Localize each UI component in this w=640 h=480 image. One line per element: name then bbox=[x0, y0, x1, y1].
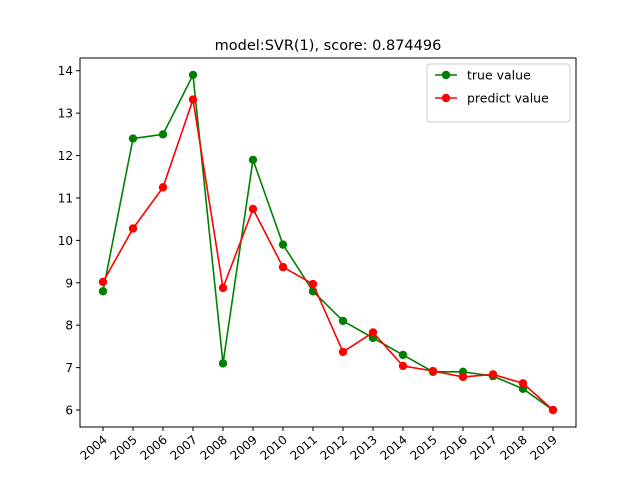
series-0-point bbox=[248, 155, 258, 164]
y-tick-label: 6 bbox=[65, 404, 73, 418]
series-1-point bbox=[218, 283, 228, 293]
series-0-point bbox=[278, 240, 288, 249]
y-tick-label: 10 bbox=[58, 234, 73, 248]
y-tick-label: 12 bbox=[58, 149, 73, 163]
series-1-point bbox=[308, 279, 318, 289]
series-1-point bbox=[248, 204, 258, 214]
series-1-point bbox=[128, 224, 138, 233]
legend-entry-label: predict value bbox=[467, 91, 549, 106]
series-layer bbox=[98, 70, 558, 415]
legend-swatch-marker bbox=[441, 93, 451, 103]
y-tick-label: 11 bbox=[58, 191, 73, 205]
y-axis: 6 7 8 9 10 11 12 13 14 bbox=[58, 64, 80, 418]
series-1-point bbox=[488, 370, 498, 379]
series-0-point bbox=[398, 350, 408, 360]
series-0-point bbox=[338, 316, 348, 326]
series-line-1 bbox=[102, 98, 554, 411]
series-0-point bbox=[158, 130, 168, 139]
series-1-point bbox=[98, 277, 108, 287]
chart-title: model:SVR(1), score: 0.874496 bbox=[215, 38, 442, 54]
y-tick-label: 7 bbox=[65, 361, 73, 375]
plot-frame bbox=[79, 57, 577, 428]
series-0-point bbox=[218, 359, 228, 368]
series-1-point bbox=[518, 379, 528, 388]
y-tick-label: 9 bbox=[65, 276, 73, 290]
y-tick-label: 14 bbox=[58, 64, 73, 78]
series-1-point bbox=[458, 372, 468, 382]
legend-swatch-marker bbox=[441, 70, 451, 80]
series-1-point bbox=[338, 347, 348, 357]
y-tick-label: 13 bbox=[58, 107, 73, 121]
series-1-point bbox=[278, 262, 288, 272]
series-0-point bbox=[188, 70, 198, 80]
legend: true value predict value bbox=[426, 63, 571, 123]
series-line-0 bbox=[102, 74, 554, 411]
series-1-point bbox=[368, 328, 378, 337]
series-1-point bbox=[548, 405, 558, 415]
series-1-point bbox=[188, 95, 198, 104]
series-1-point bbox=[428, 366, 438, 376]
legend-box bbox=[426, 63, 571, 123]
series-0-point bbox=[98, 287, 108, 296]
series-1-point bbox=[398, 361, 408, 371]
series-0-point bbox=[128, 134, 138, 143]
series-1-point bbox=[158, 183, 168, 192]
y-tick-label: 8 bbox=[65, 319, 73, 333]
legend-entry-label: true value bbox=[467, 68, 531, 83]
